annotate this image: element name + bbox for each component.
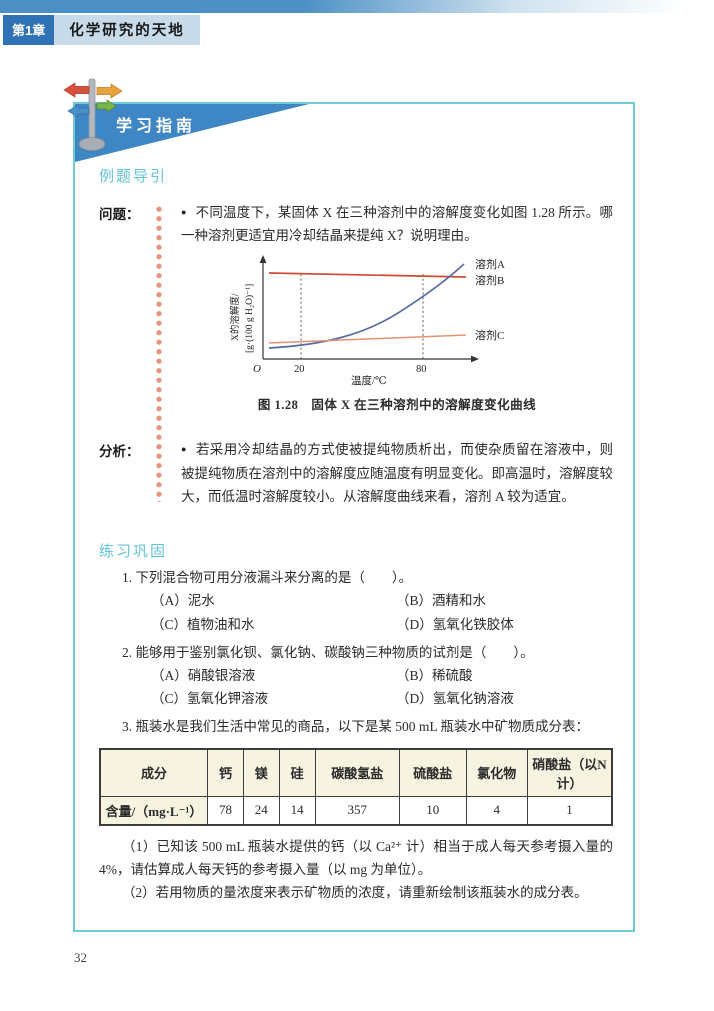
mineral-content-table: 成分 钙 镁 硅 碳酸氢盐 硫酸盐 氯化物 硝酸盐（以N计） 含量/（mg·L⁻… bbox=[99, 747, 613, 826]
series-label-solvent-a: 溶剂A bbox=[475, 257, 505, 271]
question-1-options-row-1: （A）泥水 （B）酒精和水 bbox=[99, 589, 613, 612]
option-2a: （A）硝酸银溶液 bbox=[151, 667, 256, 683]
question-1-stem: 1. 下列混合物可用分液漏斗来分离的是（ ）。 bbox=[121, 570, 413, 586]
col-header-component: 成分 bbox=[99, 748, 209, 797]
option-2d: （D）氢氧化钠溶液 bbox=[396, 691, 514, 707]
question-2-options-row-2: （C）氢氧化钾溶液 （D）氢氧化钠溶液 bbox=[99, 687, 613, 710]
value-calcium: 78 bbox=[207, 795, 244, 826]
analysis-label: 分析： bbox=[99, 444, 140, 460]
value-silicon: 14 bbox=[278, 795, 316, 826]
table-header-row: 成分 钙 镁 硅 碳酸氢盐 硫酸盐 氯化物 硝酸盐（以N计） bbox=[99, 748, 613, 797]
example-section-heading: 例题导引 bbox=[99, 168, 168, 185]
col-header-sulfate: 硫酸盐 bbox=[398, 748, 467, 797]
question-2-stem: 2. 能够用于鉴别氯化钡、氯化钠、碳酸钠三种物质的试剂是（ ）。 bbox=[121, 644, 534, 660]
option-2c: （C）氢氧化钾溶液 bbox=[151, 691, 269, 707]
analysis-text: ● 若采用冷却结晶的方式使被提纯物质析出，而使杂质留在溶液中，则被提纯物质在溶剂中… bbox=[181, 442, 614, 504]
question-1-options-row-2: （C）植物油和水 （D）氢氧化铁胶体 bbox=[99, 613, 613, 636]
chapter-badge: 第1章 bbox=[3, 15, 55, 45]
y-axis-arrow bbox=[259, 255, 267, 264]
series-line-solvent-b bbox=[268, 272, 467, 279]
bullet-icon: ● bbox=[181, 207, 187, 217]
study-guide-box: 学习指南 例题导引 问题： ● 不同温度下，某固体 X 在三种溶剂中的溶解度变化如… bbox=[63, 78, 635, 932]
question-row: 问题： ● 不同温度下，某固体 X 在三种溶剂中的溶解度变化如图 1.28 所示。… bbox=[99, 201, 613, 425]
col-header-calcium: 钙 bbox=[207, 748, 244, 797]
option-1b: （B）酒精和水 bbox=[396, 593, 487, 609]
question-3-sub-1: （1）已知该 500 mL 瓶装水提供的钙（以 Ca²⁺ 计）相当于成人每天参考… bbox=[99, 838, 613, 877]
row-label-content: 含量/（mg·L⁻¹） bbox=[99, 795, 209, 826]
page-top-gradient-bar bbox=[0, 0, 714, 13]
col-header-magnesium: 镁 bbox=[242, 748, 280, 797]
chapter-title: 化学研究的天地 bbox=[54, 15, 200, 45]
figure-1-28: X的溶解度/ [g·(100 g H₂O)⁻¹] O 20 80 温度/℃ 溶剂… bbox=[223, 253, 613, 391]
question-2-options-row-1: （A）硝酸银溶液 （B）稀硫酸 bbox=[99, 664, 613, 687]
value-sulfate: 10 bbox=[398, 795, 467, 826]
col-header-chloride: 氯化物 bbox=[465, 748, 528, 797]
option-1c: （C）植物油和水 bbox=[151, 616, 255, 632]
question-3-stem: 3. 瓶装水是我们生活中常见的商品，以下是某 500 mL 瓶装水中矿物质成分表… bbox=[121, 719, 590, 735]
chart-tick-20: 20 bbox=[294, 364, 305, 375]
option-1a: （A）泥水 bbox=[151, 593, 215, 609]
practice-section-heading: 练习巩固 bbox=[99, 543, 168, 561]
series-line-solvent-a bbox=[268, 263, 465, 350]
value-nitrate: 1 bbox=[526, 795, 613, 826]
banner-title: 学习指南 bbox=[116, 118, 197, 135]
signpost-icon bbox=[63, 78, 123, 151]
dotted-divider bbox=[156, 206, 162, 503]
question-text: ● 不同温度下，某固体 X 在三种溶剂中的溶解度变化如图 1.28 所示。哪一种溶… bbox=[181, 205, 614, 244]
col-header-silicon: 硅 bbox=[278, 748, 316, 797]
page-number: 32 bbox=[74, 950, 87, 965]
chart-ylabel-line2: [g·(100 g H₂O)⁻¹] bbox=[244, 284, 255, 353]
example-content: 问题： ● 不同温度下，某固体 X 在三种溶剂中的溶解度变化如图 1.28 所示。… bbox=[99, 201, 613, 508]
bullet-icon: ● bbox=[181, 444, 187, 455]
col-header-nitrate: 硝酸盐（以N计） bbox=[526, 748, 613, 797]
option-1d: （D）氢氧化铁胶体 bbox=[396, 616, 514, 632]
chart-xlabel: 温度/℃ bbox=[351, 374, 387, 386]
col-header-bicarbonate: 碳酸氢盐 bbox=[314, 748, 400, 797]
chart-tick-80: 80 bbox=[416, 364, 427, 375]
chart-ylabel-line1: X的溶解度/ bbox=[229, 294, 241, 342]
chart-origin-label: O bbox=[253, 363, 261, 375]
chapter-header: 第1章 化学研究的天地 bbox=[3, 15, 200, 45]
figure-caption: 图 1.28 固体 X 在三种溶剂中的溶解度变化曲线 bbox=[257, 398, 537, 413]
series-label-solvent-c: 溶剂C bbox=[475, 328, 504, 342]
value-magnesium: 24 bbox=[242, 795, 280, 826]
analysis-row: 分析： ● 若采用冷却结晶的方式使被提纯物质析出，而使杂质留在溶液中，则被提纯物质… bbox=[99, 438, 613, 508]
table-value-row: 含量/（mg·L⁻¹） 78 24 14 357 10 4 1 bbox=[99, 795, 613, 826]
value-bicarbonate: 357 bbox=[314, 795, 400, 826]
question-3-sub-2: （2）若用物质的量浓度来表示矿物质的浓度，请重新绘制该瓶装水的成分表。 bbox=[121, 885, 588, 901]
series-line-solvent-c bbox=[268, 334, 467, 345]
x-axis-arrow bbox=[471, 356, 479, 363]
option-2b: （B）稀硫酸 bbox=[396, 667, 473, 683]
value-chloride: 4 bbox=[465, 795, 528, 826]
solubility-chart: X的溶解度/ [g·(100 g H₂O)⁻¹] O 20 80 温度/℃ 溶剂… bbox=[229, 255, 505, 387]
box-content: 例题导引 问题： ● 不同温度下，某固体 X 在三种溶剂中的溶解度变化如图 1.2… bbox=[75, 104, 633, 904]
series-label-solvent-b: 溶剂B bbox=[475, 273, 504, 287]
question-label: 问题： bbox=[99, 207, 140, 222]
